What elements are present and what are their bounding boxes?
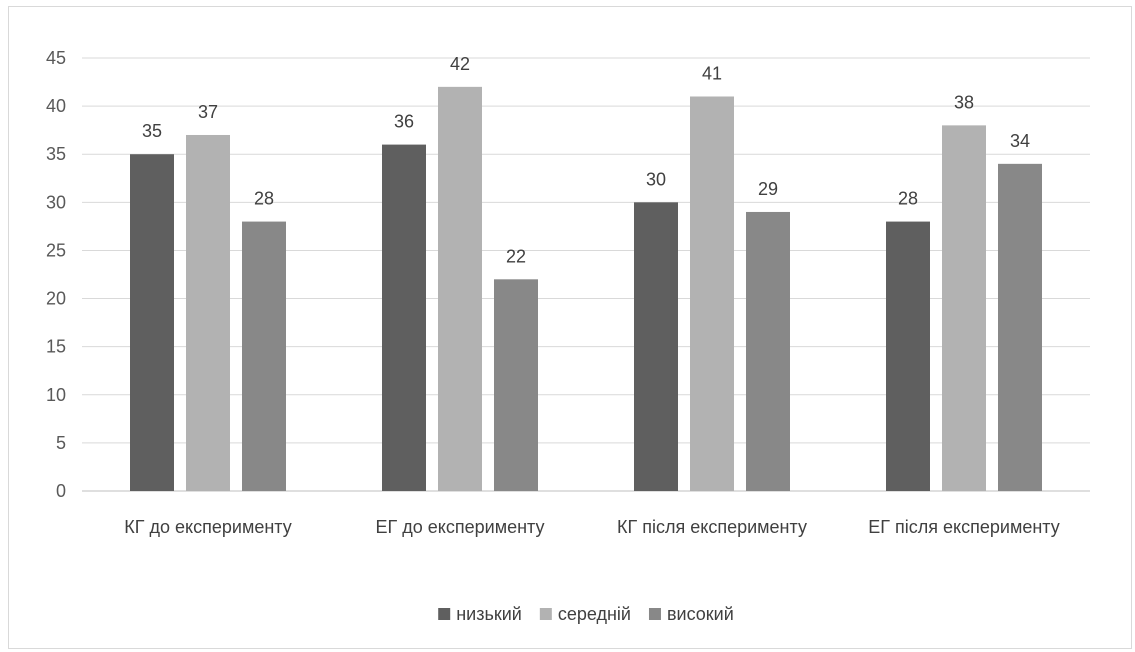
- y-tick-label: 25: [46, 240, 66, 260]
- bar: [634, 202, 678, 492]
- bar: [886, 221, 930, 492]
- bar: [130, 154, 174, 491]
- y-tick-label: 20: [46, 289, 66, 309]
- data-label: 30: [646, 169, 666, 189]
- legend-label: низький: [456, 604, 522, 624]
- x-category-label: КГ після експерименту: [617, 517, 807, 537]
- legend-label: високий: [667, 604, 734, 624]
- x-axis-categories: КГ до експерименту ЕГ до експерименту КГ п…: [124, 517, 1059, 537]
- data-label: 38: [954, 92, 974, 112]
- bar: [186, 134, 230, 491]
- legend-swatch: [438, 608, 451, 620]
- data-label: 22: [506, 246, 526, 266]
- x-category-label: ЕГ після експерименту: [868, 517, 1059, 537]
- legend-label: середній: [558, 604, 631, 624]
- bar: [746, 211, 790, 491]
- legend-swatch: [648, 608, 661, 620]
- data-label: 28: [254, 189, 274, 209]
- gridlines: [82, 57, 1090, 492]
- y-tick-label: 40: [46, 96, 66, 116]
- data-label: 41: [702, 63, 722, 83]
- bar: [242, 221, 286, 492]
- data-label: 37: [198, 102, 218, 122]
- legend: низький середній високий: [438, 604, 734, 624]
- bar: [382, 144, 426, 491]
- bars: [130, 86, 1042, 492]
- y-tick-label: 15: [46, 337, 66, 357]
- bar: [942, 125, 986, 491]
- y-tick-label: 5: [56, 433, 66, 453]
- y-tick-label: 45: [46, 48, 66, 68]
- bar: [438, 86, 482, 491]
- y-axis-ticks: 0 5 10 15 20 25 30 35 40 45: [46, 48, 66, 501]
- bar: [494, 279, 538, 491]
- y-tick-label: 0: [56, 481, 66, 501]
- x-category-label: ЕГ до експерименту: [376, 517, 545, 537]
- bar: [690, 96, 734, 491]
- data-label: 34: [1010, 131, 1030, 151]
- data-labels: 35 37 28 36 42 22 30 41 29 28 38 34: [142, 54, 1030, 266]
- bar: [998, 163, 1042, 491]
- y-tick-label: 10: [46, 385, 66, 405]
- y-tick-label: 35: [46, 144, 66, 164]
- data-label: 36: [394, 112, 414, 132]
- data-label: 42: [450, 54, 470, 74]
- data-label: 28: [898, 189, 918, 209]
- y-tick-label: 30: [46, 192, 66, 212]
- data-label: 35: [142, 121, 162, 141]
- legend-swatch: [539, 608, 552, 620]
- x-category-label: КГ до експерименту: [124, 517, 291, 537]
- data-label: 29: [758, 179, 778, 199]
